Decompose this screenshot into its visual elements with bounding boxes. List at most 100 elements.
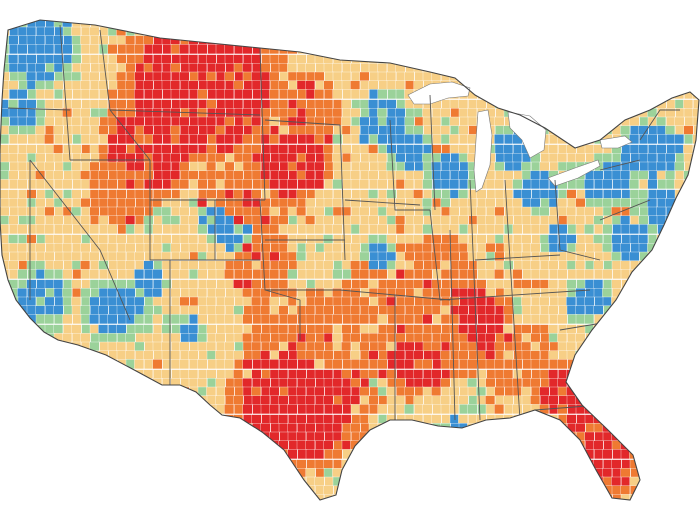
county-cell xyxy=(567,333,577,343)
county-cell xyxy=(468,35,479,46)
county-cell xyxy=(496,513,506,523)
county-cell xyxy=(539,324,550,335)
county-cell xyxy=(674,414,685,425)
county-cell xyxy=(127,505,137,514)
county-cell xyxy=(0,440,10,451)
county-cell xyxy=(386,440,397,451)
county-cell xyxy=(377,161,388,172)
county-cell xyxy=(558,395,569,406)
county-cell xyxy=(432,378,442,388)
county-cell xyxy=(215,215,226,226)
county-cell xyxy=(72,494,83,500)
county-cell xyxy=(593,35,604,46)
county-cell xyxy=(215,314,226,325)
county-cell xyxy=(117,449,128,460)
county-cell xyxy=(278,99,289,110)
county-cell xyxy=(539,341,550,352)
county-cell xyxy=(593,333,604,343)
county-cell xyxy=(541,513,551,523)
county-cell xyxy=(648,369,658,380)
county-cell xyxy=(683,305,694,316)
county-cell xyxy=(567,44,578,55)
county-cell xyxy=(342,89,353,100)
county-cell xyxy=(36,459,47,470)
county-cell xyxy=(153,99,163,110)
county-cell xyxy=(53,440,64,451)
county-cell xyxy=(692,116,699,127)
county-cell xyxy=(458,369,469,380)
county-cell xyxy=(125,440,136,451)
county-cell xyxy=(648,440,659,451)
county-cell xyxy=(189,161,200,172)
county-cell xyxy=(377,206,388,217)
county-cell xyxy=(576,54,587,65)
county-cell xyxy=(422,206,433,217)
county-cell xyxy=(225,108,236,118)
county-cell xyxy=(251,125,262,136)
county-cell xyxy=(513,215,524,226)
county-cell xyxy=(251,80,262,91)
county-cell xyxy=(305,108,316,118)
county-cell xyxy=(503,215,514,226)
county-cell xyxy=(0,89,10,100)
county-cell xyxy=(575,260,586,271)
county-cell xyxy=(81,99,92,110)
county-cell xyxy=(422,341,433,352)
county-cell xyxy=(476,440,487,451)
county-cell xyxy=(134,234,145,245)
county-cell xyxy=(377,386,388,397)
county-cell xyxy=(332,431,343,442)
county-cell xyxy=(557,386,568,397)
county-cell xyxy=(27,288,37,298)
county-cell xyxy=(414,341,425,352)
county-cell xyxy=(99,359,109,370)
county-cell xyxy=(440,260,451,271)
county-cell xyxy=(71,71,82,82)
county-cell xyxy=(629,116,640,127)
county-cell xyxy=(413,153,424,163)
county-cell xyxy=(306,414,317,425)
county-cell xyxy=(18,125,29,136)
county-cell xyxy=(89,269,100,280)
county-cell xyxy=(441,251,451,262)
county-cell xyxy=(441,279,452,290)
county-cell xyxy=(459,206,470,217)
county-cell xyxy=(89,431,100,442)
county-cell xyxy=(206,260,217,271)
county-cell xyxy=(269,269,280,280)
county-cell xyxy=(368,279,379,290)
county-cell xyxy=(333,189,343,200)
county-cell xyxy=(458,144,469,155)
county-cell xyxy=(459,476,470,487)
county-cell xyxy=(602,423,613,433)
county-cell xyxy=(449,224,460,235)
county-cell xyxy=(531,386,541,397)
county-cell xyxy=(62,153,73,163)
county-cell xyxy=(27,423,37,433)
county-cell xyxy=(152,161,163,172)
state-border-line xyxy=(554,179,601,261)
county-cell xyxy=(0,378,11,388)
county-cell xyxy=(485,378,496,388)
county-cell xyxy=(504,206,515,217)
county-cell xyxy=(657,44,668,55)
county-cell xyxy=(125,243,136,253)
county-cell xyxy=(107,134,118,145)
county-cell xyxy=(242,333,253,343)
county-cell xyxy=(413,243,424,253)
county-cell xyxy=(368,414,379,425)
county-cell xyxy=(350,20,361,28)
county-cell xyxy=(548,350,559,361)
county-cell xyxy=(152,153,163,163)
county-cell xyxy=(189,296,200,307)
county-cell xyxy=(648,279,658,290)
county-cell xyxy=(62,26,73,37)
county-cell xyxy=(593,485,604,496)
county-cell xyxy=(620,44,631,55)
county-cell xyxy=(513,54,523,65)
county-cell xyxy=(288,324,298,335)
county-cell xyxy=(170,269,181,280)
county-cell xyxy=(342,423,352,433)
county-cell xyxy=(170,440,181,451)
county-cell xyxy=(360,468,371,478)
